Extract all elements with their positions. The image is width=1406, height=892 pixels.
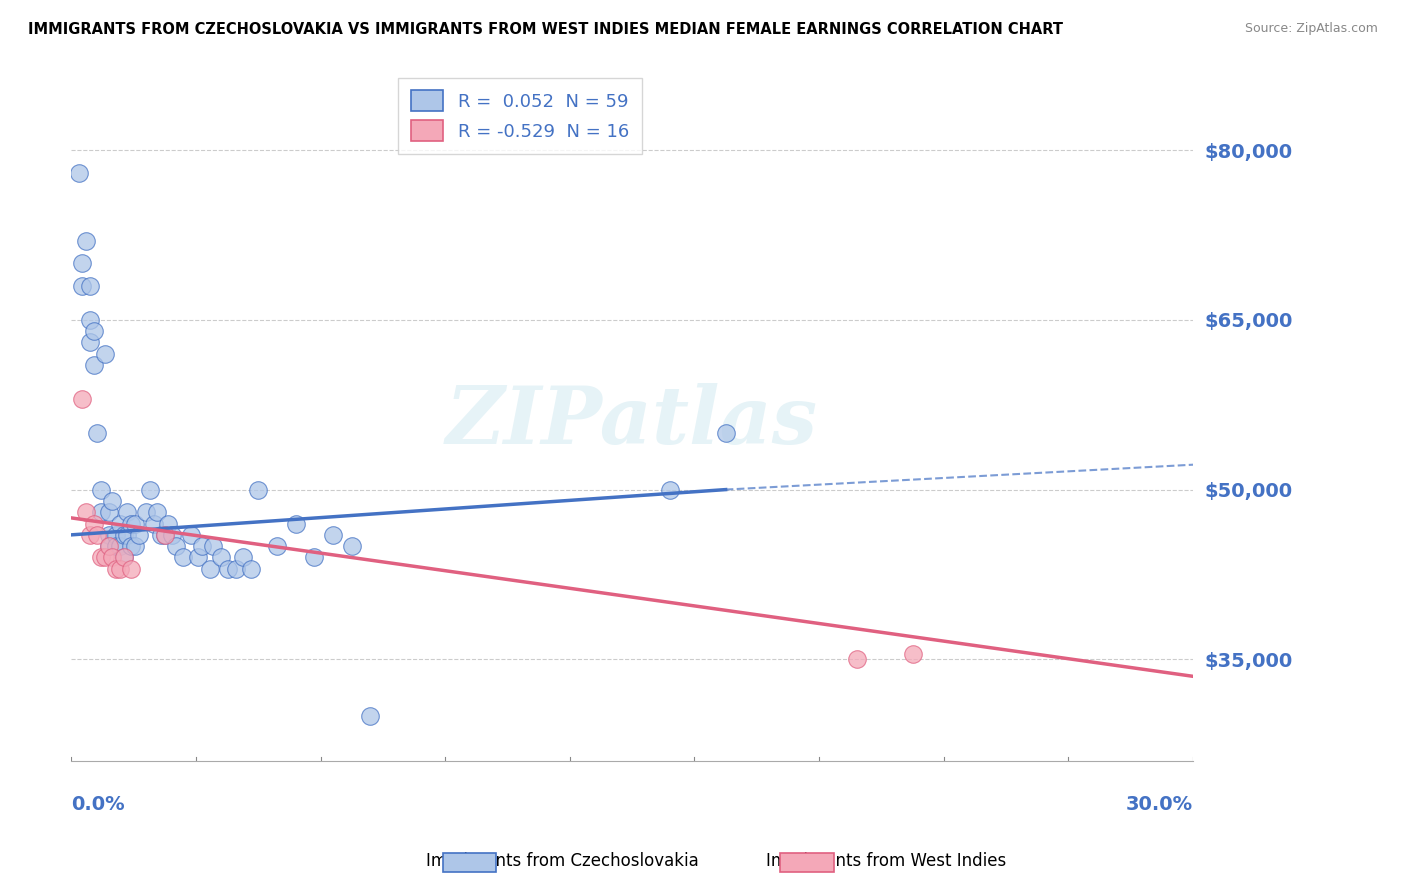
Point bbox=[187, 550, 209, 565]
Text: 0.0%: 0.0% bbox=[72, 795, 125, 814]
Point bbox=[72, 278, 94, 293]
Point bbox=[340, 539, 363, 553]
Point bbox=[901, 647, 924, 661]
Point bbox=[284, 516, 307, 531]
Point bbox=[139, 483, 162, 497]
Point bbox=[322, 528, 344, 542]
Point bbox=[90, 505, 112, 519]
Point bbox=[146, 505, 169, 519]
Point bbox=[112, 528, 135, 542]
Point bbox=[94, 347, 117, 361]
Point bbox=[72, 256, 94, 270]
Text: 30.0%: 30.0% bbox=[1126, 795, 1194, 814]
Text: IMMIGRANTS FROM CZECHOSLOVAKIA VS IMMIGRANTS FROM WEST INDIES MEDIAN FEMALE EARN: IMMIGRANTS FROM CZECHOSLOVAKIA VS IMMIGR… bbox=[28, 22, 1063, 37]
Point bbox=[75, 234, 97, 248]
Point bbox=[198, 562, 221, 576]
Point bbox=[157, 516, 180, 531]
Point bbox=[150, 528, 173, 542]
Point bbox=[112, 550, 135, 565]
Point bbox=[153, 528, 176, 542]
Point bbox=[97, 539, 120, 553]
Point bbox=[86, 425, 108, 440]
Point bbox=[101, 494, 124, 508]
Point bbox=[83, 516, 105, 531]
Point bbox=[83, 324, 105, 338]
Point bbox=[120, 539, 142, 553]
Point bbox=[239, 562, 262, 576]
Point bbox=[142, 516, 165, 531]
Point bbox=[120, 562, 142, 576]
Point bbox=[304, 550, 326, 565]
Point bbox=[124, 539, 146, 553]
Point bbox=[108, 516, 131, 531]
Text: Immigrants from West Indies: Immigrants from West Indies bbox=[766, 852, 1005, 870]
Point bbox=[135, 505, 157, 519]
Point bbox=[172, 550, 194, 565]
Point bbox=[153, 528, 176, 542]
Point bbox=[79, 278, 101, 293]
Point bbox=[247, 483, 270, 497]
Point bbox=[67, 166, 90, 180]
Point bbox=[105, 562, 128, 576]
Point bbox=[845, 652, 868, 666]
Point bbox=[79, 335, 101, 350]
Point bbox=[232, 550, 254, 565]
Point bbox=[97, 528, 120, 542]
Point bbox=[165, 539, 187, 553]
Point bbox=[108, 539, 131, 553]
Text: Source: ZipAtlas.com: Source: ZipAtlas.com bbox=[1244, 22, 1378, 36]
Point bbox=[105, 528, 128, 542]
Point bbox=[359, 709, 381, 723]
Point bbox=[108, 562, 131, 576]
Point bbox=[97, 539, 120, 553]
Point bbox=[266, 539, 288, 553]
Point bbox=[180, 528, 202, 542]
Legend: R =  0.052  N = 59, R = -0.529  N = 16: R = 0.052 N = 59, R = -0.529 N = 16 bbox=[398, 78, 641, 153]
Point bbox=[79, 528, 101, 542]
Point bbox=[83, 358, 105, 372]
Point bbox=[658, 483, 681, 497]
Point bbox=[97, 505, 120, 519]
Point bbox=[128, 528, 150, 542]
Point bbox=[117, 528, 139, 542]
Point bbox=[90, 550, 112, 565]
Point bbox=[75, 505, 97, 519]
Point bbox=[209, 550, 232, 565]
Text: ZIPatlas: ZIPatlas bbox=[446, 383, 818, 460]
Point bbox=[79, 313, 101, 327]
Point bbox=[94, 550, 117, 565]
Point bbox=[714, 425, 737, 440]
Point bbox=[90, 483, 112, 497]
Text: Immigrants from Czechoslovakia: Immigrants from Czechoslovakia bbox=[426, 852, 699, 870]
Point bbox=[120, 516, 142, 531]
Point bbox=[101, 550, 124, 565]
Point bbox=[117, 505, 139, 519]
Point bbox=[191, 539, 214, 553]
Point bbox=[86, 528, 108, 542]
Point bbox=[112, 550, 135, 565]
Point bbox=[225, 562, 247, 576]
Point bbox=[202, 539, 225, 553]
Point bbox=[72, 392, 94, 406]
Point bbox=[105, 539, 128, 553]
Point bbox=[160, 528, 183, 542]
Point bbox=[124, 516, 146, 531]
Point bbox=[217, 562, 239, 576]
